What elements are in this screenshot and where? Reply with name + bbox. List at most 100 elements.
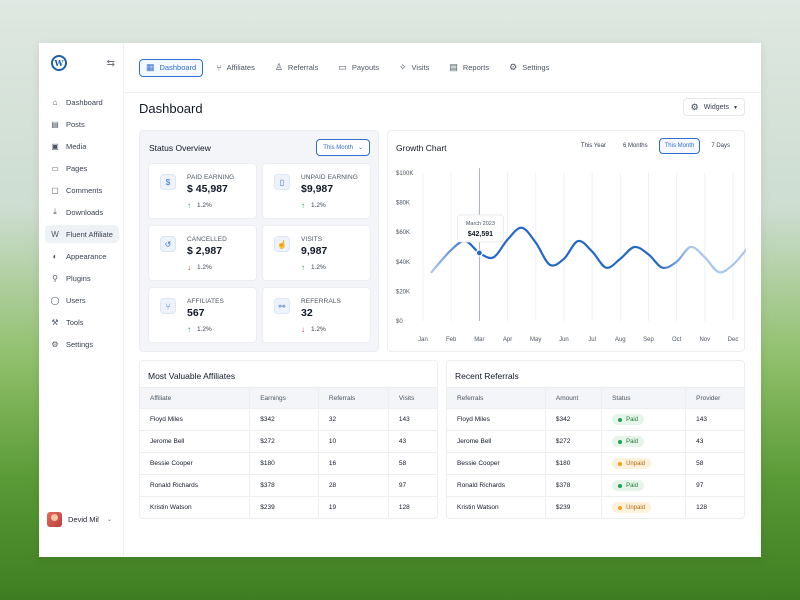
stat-label: CANCELLED	[187, 236, 227, 243]
table-cell: 58	[387, 452, 437, 475]
sidebar-item-label: Posts	[66, 119, 85, 129]
table-cell: 16	[317, 452, 389, 475]
table-cell: Ronald Richards	[140, 474, 250, 497]
table-row[interactable]: Kristin Watson $239 Unpaid 128	[447, 496, 744, 519]
x-tick-label: Sep	[643, 337, 654, 343]
table-row[interactable]: Floyd Miles $342 Paid 143	[447, 408, 744, 431]
filter-this-year[interactable]: This Year	[580, 143, 606, 149]
collapse-sidebar-icon[interactable]: ⇆	[106, 57, 115, 69]
y-tick-label: $80K	[396, 201, 410, 207]
table-row[interactable]: Bessie Cooper $180 16 58	[140, 452, 437, 475]
sidebar-item-comments[interactable]: ▢ Comments	[45, 181, 119, 199]
logo-row: W ⇆	[39, 43, 123, 83]
filter-this-month[interactable]: This Month	[658, 138, 701, 154]
status-label: Paid	[626, 438, 639, 445]
table-row[interactable]: Ronald Richards $378 Paid 97	[447, 474, 744, 497]
table-row[interactable]: Floyd Miles $342 32 143	[140, 408, 437, 431]
dashboard-icon: ▦	[146, 62, 155, 72]
table-cell: $272	[249, 430, 319, 453]
table-cell: Paid	[601, 430, 686, 453]
affiliates-icon: ⑂	[216, 62, 222, 73]
comments-icon: ▢	[51, 185, 59, 195]
filter-7-days[interactable]: 7 Days	[711, 143, 730, 149]
affiliates-table-title: Most Valuable Affiliates	[148, 371, 236, 381]
tab-label: Reports	[462, 63, 490, 72]
sidebar-item-tools[interactable]: ⚒ Tools	[45, 313, 119, 331]
column-header[interactable]: Referrals	[317, 387, 389, 409]
sidebar-item-label: Users	[66, 295, 86, 305]
growth-chart-card: Growth Chart This Year 6 Months This Month…	[387, 130, 746, 352]
stat-card-cancelled: ↺ CANCELLED $ 2,987 ↓ 1.2%	[148, 225, 257, 281]
table-cell: $378	[249, 474, 319, 497]
table-cell: $239	[249, 496, 319, 519]
table-row[interactable]: Ronald Richards $378 28 97	[140, 474, 437, 497]
stat-change: ↓ 1.2%	[187, 263, 212, 272]
sidebar-item-downloads[interactable]: ⤓ Downloads	[45, 203, 119, 221]
chart-tooltip	[456, 214, 504, 243]
column-header[interactable]: Referrals	[447, 387, 546, 409]
payouts-icon: ▭	[338, 62, 347, 72]
sidebar-item-label: Downloads	[66, 207, 104, 217]
table-cell: 143	[685, 408, 744, 431]
settings-icon: ⚙	[509, 62, 518, 72]
table-cell: Bessie Cooper	[140, 452, 250, 475]
table-cell: 143	[387, 408, 437, 431]
avatar	[47, 512, 62, 527]
tab-settings[interactable]: ⚙ Settings	[502, 59, 556, 77]
stat-change-value: 1.2%	[197, 326, 212, 333]
x-tick-label: Dec	[728, 337, 739, 343]
tab-affiliates[interactable]: ⑂ Affiliates	[209, 59, 262, 77]
sidebar-nav: ⌂ Dashboard ▤ Posts ▣ Media ▭ Pages ▢ Comments ⤓ Do…	[39, 93, 123, 353]
table-row[interactable]: Jerome Bell $272 Paid 43	[447, 430, 744, 453]
tab-dashboard[interactable]: ▦ Dashboard	[139, 58, 204, 77]
table-row[interactable]: Jerome Bell $272 10 43	[140, 430, 437, 453]
table-cell: Paid	[601, 474, 686, 497]
sidebar-item-posts[interactable]: ▤ Posts	[45, 115, 119, 133]
status-label: Paid	[626, 416, 639, 423]
filter-6-months[interactable]: 6 Months	[622, 143, 648, 149]
wordpress-logo-icon[interactable]: W	[51, 55, 67, 71]
tools-icon: ⚒	[51, 317, 59, 327]
table-row[interactable]: Kristin Watson $239 19 128	[140, 496, 437, 519]
referrals-icon: ♙	[274, 62, 283, 72]
sidebar-item-settings[interactable]: ⚙ Settings	[45, 335, 119, 353]
sidebar-item-appearance[interactable]: ◐ Appearance	[45, 247, 119, 265]
x-tick-label: Nov	[699, 337, 710, 343]
table-cell: 97	[685, 474, 744, 497]
widgets-button[interactable]: ⚙ Widgets ▾	[682, 98, 745, 116]
sidebar-item-users[interactable]: ◯ Users	[45, 291, 119, 309]
sidebar-item-fluent-affiliate[interactable]: W Fluent Affiliate	[45, 225, 119, 243]
tab-referrals[interactable]: ♙ Referrals	[268, 59, 326, 77]
status-label: Paid	[626, 482, 639, 489]
table-cell: Floyd Miles	[140, 408, 250, 431]
column-header[interactable]: Earnings	[249, 387, 319, 409]
column-header[interactable]: Status	[601, 387, 686, 409]
column-header[interactable]: Visits	[387, 387, 437, 409]
tab-label: Visits	[411, 63, 430, 72]
tab-reports[interactable]: ▤ Reports	[442, 59, 496, 77]
share-icon: ⑂	[160, 298, 176, 314]
table-row[interactable]: Bessie Cooper $180 Unpaid 58	[447, 452, 744, 475]
highlight-point[interactable]	[475, 249, 483, 257]
stat-value: $9,987	[301, 183, 334, 195]
sidebar-item-media[interactable]: ▣ Media	[45, 137, 119, 155]
sidebar-item-dashboard[interactable]: ⌂ Dashboard	[45, 93, 119, 111]
stat-value: 567	[187, 307, 205, 319]
table-header-row: Affiliate Earnings Referrals Visits	[140, 387, 437, 409]
tab-payouts[interactable]: ▭ Payouts	[331, 59, 386, 77]
column-header[interactable]: Affiliate	[140, 387, 250, 409]
status-label: Unpaid	[626, 460, 646, 467]
user-menu[interactable]: Devid Mil ⌄	[47, 512, 112, 527]
table-cell: Paid	[601, 408, 686, 431]
sidebar-item-pages[interactable]: ▭ Pages	[45, 159, 119, 177]
column-header[interactable]: Amount	[544, 387, 602, 409]
tab-visits[interactable]: ✧ Visits	[392, 59, 436, 77]
stat-card-affiliates: ⑂ AFFILIATES 567 ↑ 1.2%	[148, 287, 257, 343]
column-header[interactable]: Provider	[685, 387, 744, 409]
growth-chart-title: Growth Chart	[396, 143, 447, 153]
status-filter-dropdown[interactable]: This Month ⌄	[316, 139, 370, 156]
media-icon: ▣	[51, 141, 59, 151]
sidebar-item-plugins[interactable]: ⚲ Plugins	[45, 269, 119, 287]
x-tick-label: Oct	[672, 337, 682, 343]
sidebar: W ⇆ ⌂ Dashboard ▤ Posts ▣ Media ▭ Pages ▢ Comment…	[39, 43, 124, 557]
